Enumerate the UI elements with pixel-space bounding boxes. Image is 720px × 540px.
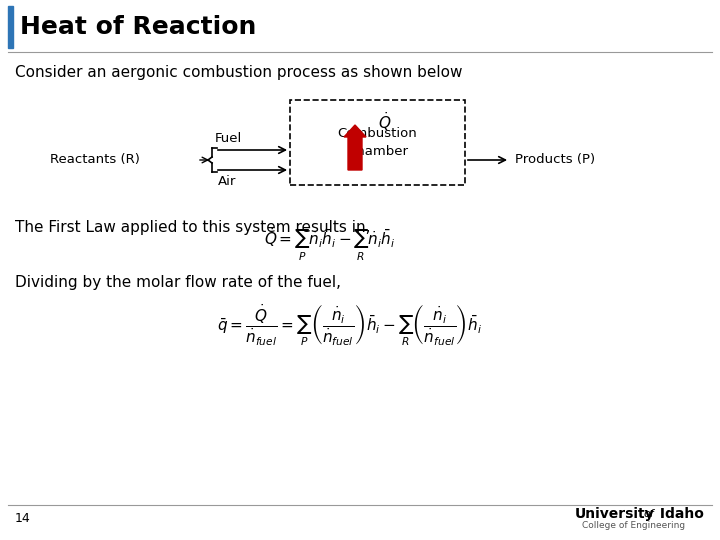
Text: $\dot{Q} = \sum_{P} \dot{n}_i \bar{h}_i - \sum_{R} \dot{n}_i \bar{h}_i$: $\dot{Q} = \sum_{P} \dot{n}_i \bar{h}_i … [264,227,396,263]
Bar [290,100,465,185]
Text: Idaho: Idaho [655,507,704,521]
Text: University: University [575,507,654,521]
Text: Heat of Reaction: Heat of Reaction [20,15,256,39]
Text: Air: Air [218,175,236,188]
Text: Reactants (R): Reactants (R) [50,153,140,166]
FancyArrow shape [344,125,366,170]
Text: 14: 14 [15,511,31,524]
Text: of: of [643,509,654,519]
Text: Combustion
Chamber: Combustion Chamber [338,127,418,158]
Text: $\bar{q} = \dfrac{\dot{Q}}{\dot{n}_{fuel}} = \sum_{P} \left( \dfrac{\dot{n}_i}{\: $\bar{q} = \dfrac{\dot{Q}}{\dot{n}_{fuel… [217,302,483,348]
Bar [8,6,13,48]
Text: Fuel: Fuel [215,132,242,145]
Text: College of Engineering: College of Engineering [582,521,685,530]
Text: Products (P): Products (P) [515,153,595,166]
Text: Dividing by the molar flow rate of the fuel,: Dividing by the molar flow rate of the f… [15,275,341,290]
Text: $\dot{Q}$: $\dot{Q}$ [378,111,392,133]
Text: The First Law applied to this system results in,: The First Law applied to this system res… [15,220,371,235]
Text: Consider an aergonic combustion process as shown below: Consider an aergonic combustion process … [15,65,462,80]
